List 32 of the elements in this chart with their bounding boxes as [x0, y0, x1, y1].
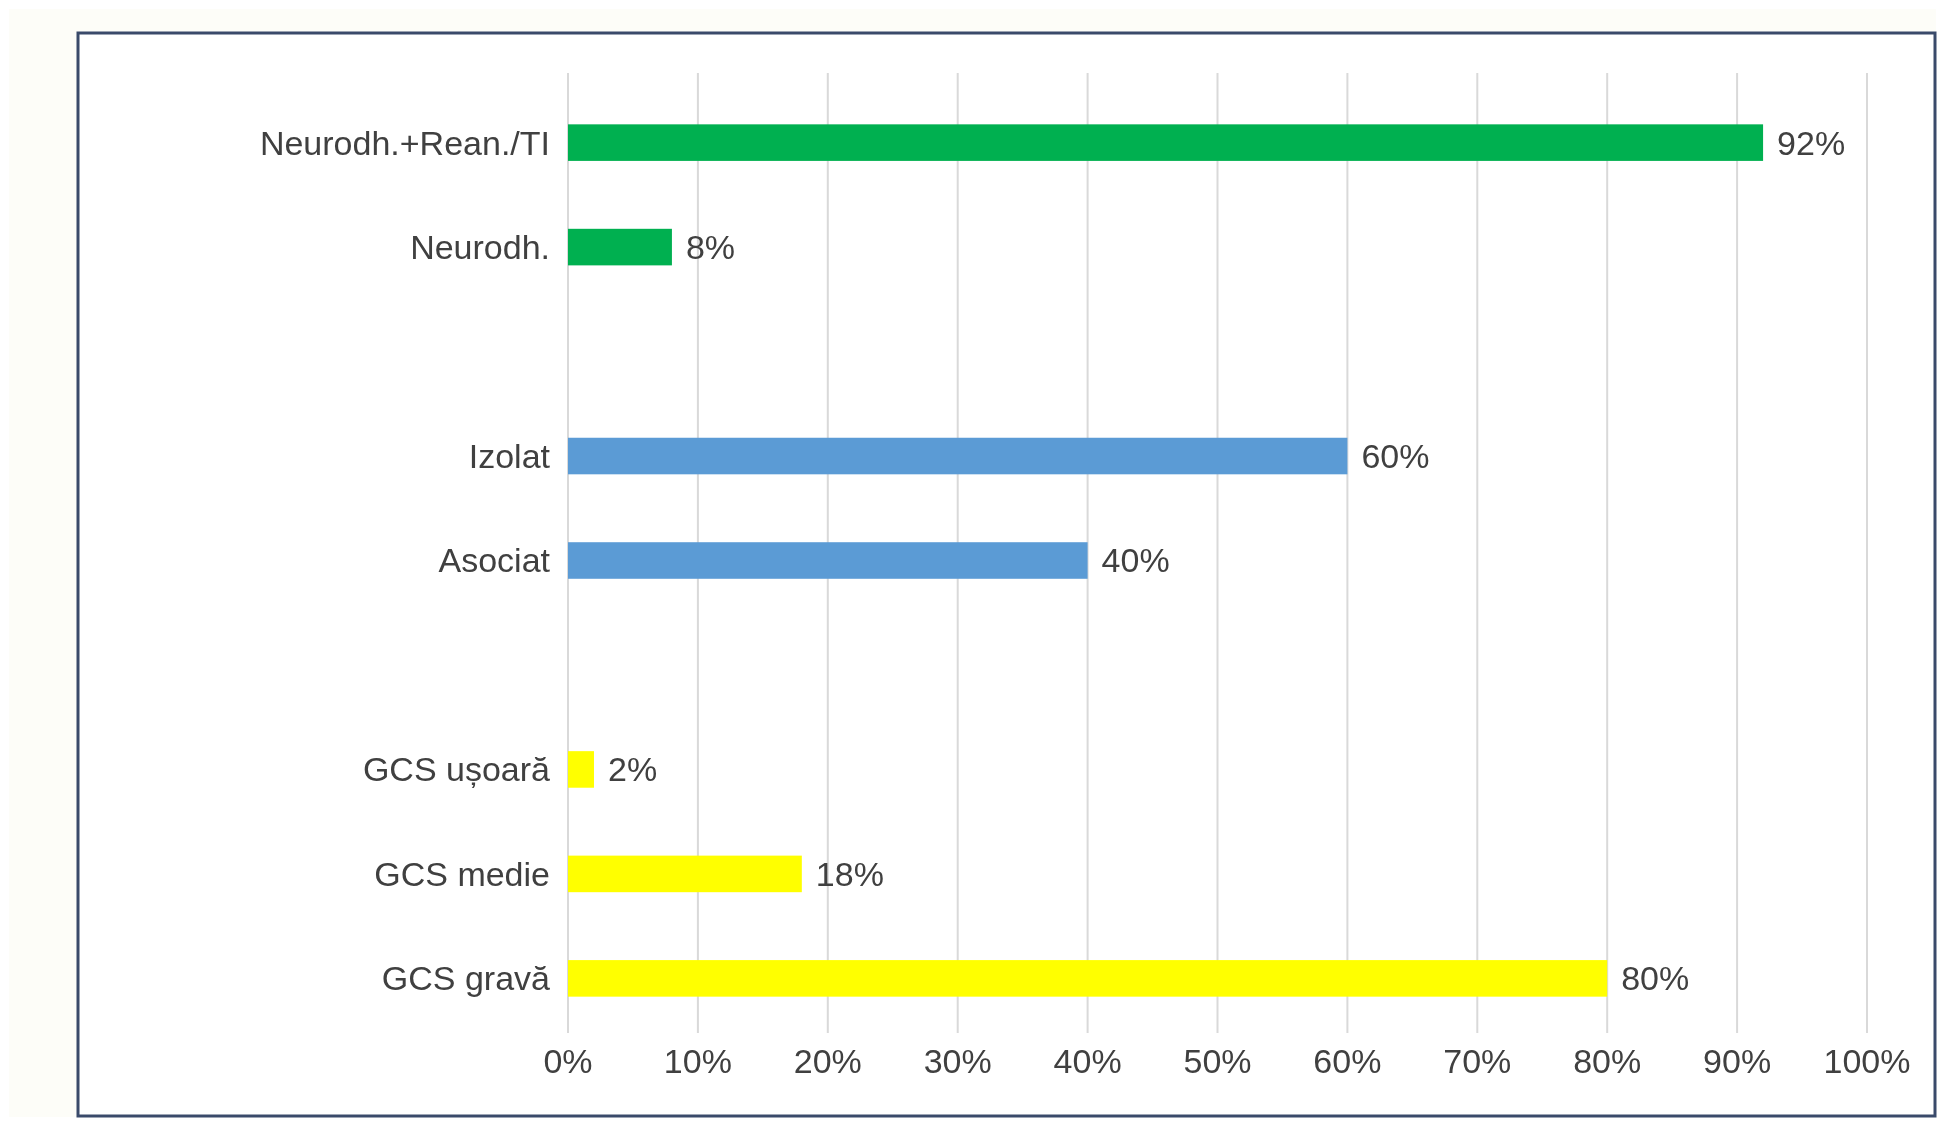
bar — [568, 437, 1348, 475]
y-tick-label: Izolat — [468, 436, 551, 475]
x-tick-label: 0% — [543, 1042, 593, 1080]
bar — [568, 855, 802, 893]
x-tick-label: 10% — [663, 1042, 732, 1080]
data-label: 60% — [1361, 436, 1430, 475]
y-tick-label: GCS gravă — [381, 959, 551, 998]
y-tick-label: Neurodh.+Rean./TI — [259, 123, 550, 162]
data-label: 92% — [1777, 123, 1846, 162]
x-tick-label: 50% — [1183, 1042, 1252, 1080]
data-label: 2% — [607, 750, 658, 789]
x-tick-label: 100% — [1823, 1042, 1911, 1080]
data-label: 40% — [1101, 541, 1170, 580]
x-tick-label: 60% — [1313, 1042, 1382, 1080]
data-label: 8% — [685, 227, 736, 266]
x-tick-label: 80% — [1573, 1042, 1642, 1080]
bar — [568, 228, 672, 266]
y-tick-label: Neurodh. — [410, 227, 550, 266]
bar — [568, 542, 1088, 579]
y-tick-label: GCS ușoară — [362, 750, 551, 789]
x-tick-label: 20% — [793, 1042, 862, 1080]
y-tick-label: Asociat — [438, 541, 551, 580]
x-tick-label: 30% — [923, 1042, 992, 1080]
y-tick-label: GCS medie — [374, 854, 550, 893]
data-label: 80% — [1621, 959, 1690, 998]
data-label: 18% — [815, 854, 884, 893]
bar — [568, 960, 1608, 997]
bar — [568, 751, 594, 788]
x-tick-label: 40% — [1053, 1042, 1122, 1080]
x-tick-label: 70% — [1443, 1042, 1512, 1080]
x-tick-label: 90% — [1703, 1042, 1772, 1080]
bar — [568, 124, 1764, 161]
